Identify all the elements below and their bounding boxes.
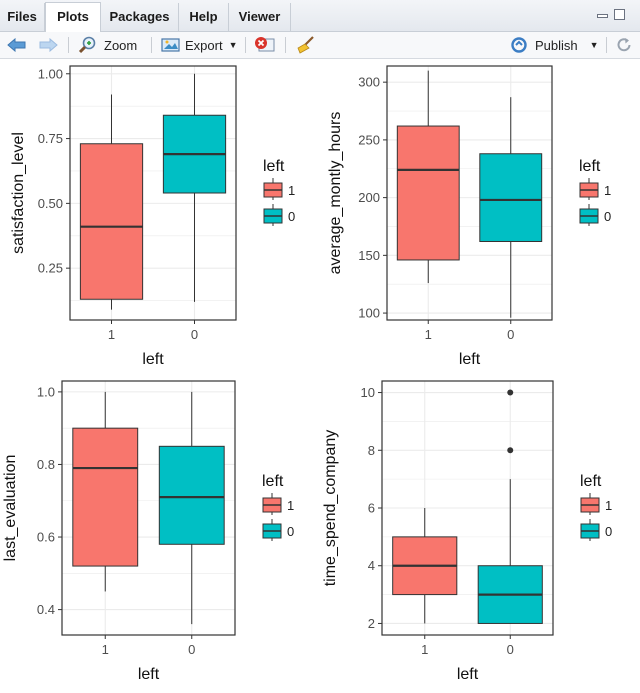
zoom-button[interactable]: Zoom <box>78 32 137 58</box>
zoom-icon <box>78 36 96 54</box>
legend-entry-label: 1 <box>604 183 611 198</box>
y-tick-label: 0.75 <box>38 131 63 146</box>
export-label: Export <box>185 37 223 53</box>
y-axis-title: time_spend_company <box>322 430 339 587</box>
legend-entry-label: 0 <box>605 524 612 539</box>
x-tick-label: 0 <box>188 642 195 657</box>
x-axis-title: left <box>142 351 164 368</box>
y-tick-label: 300 <box>358 75 380 90</box>
x-tick-label: 0 <box>507 327 514 342</box>
y-tick-label: 200 <box>358 190 380 205</box>
publish-icon <box>511 37 527 53</box>
plot-viewport: 0.25 0.50 0.75 1.00 1 0 left satisfaction_level… <box>0 59 640 688</box>
clear-broom-icon[interactable] <box>296 32 316 58</box>
y-tick-label: 6 <box>368 501 375 516</box>
y-axis-title: average_montly_hours <box>327 112 344 275</box>
chevron-down-icon: ▼ <box>589 40 599 50</box>
publish-label: Publish <box>535 37 578 53</box>
tab-viewer[interactable]: Viewer <box>229 3 291 32</box>
export-button[interactable]: Export ▼ <box>161 32 238 58</box>
y-tick-label: 100 <box>358 306 380 321</box>
y-tick-label: 150 <box>358 248 380 263</box>
y-tick-label: 0.4 <box>37 602 55 617</box>
x-axis-title: left <box>459 351 481 368</box>
y-tick-label: 0.50 <box>38 196 63 211</box>
y-tick-label: 1.00 <box>38 66 63 81</box>
legend-entry-label: 1 <box>287 498 294 513</box>
x-tick-label: 1 <box>421 642 428 657</box>
tab-packages[interactable]: Packages <box>101 3 179 32</box>
outlier-point <box>507 389 514 396</box>
publish-button[interactable]: Publish ▼ <box>509 32 599 58</box>
legend-entry-label: 1 <box>288 183 295 198</box>
legend-title: left <box>580 473 602 490</box>
box-left-0 <box>158 445 225 545</box>
tab-help[interactable]: Help <box>179 3 229 32</box>
refresh-icon[interactable] <box>615 32 633 58</box>
boxplot-grid: 0.250.500.751.001 0leftsatisfaction_level… <box>2 65 612 683</box>
y-tick-label: 0.6 <box>37 530 55 545</box>
legend-entry-label: 1 <box>605 498 612 513</box>
forward-arrow-icon[interactable] <box>38 32 58 58</box>
box-left-1 <box>79 143 144 300</box>
y-axis-title: last_evaluation <box>2 455 19 562</box>
legend-entry-label: 0 <box>288 209 295 224</box>
y-tick-label: 0.8 <box>37 457 55 472</box>
y-axis-title: satisfaction_level <box>10 132 27 254</box>
box-left-1 <box>72 427 139 567</box>
pane-tab-bar: Files Plots Packages Help Viewer <box>0 0 640 32</box>
outlier-point <box>507 447 514 454</box>
panel-border <box>69 65 237 321</box>
x-tick-label: 0 <box>507 642 514 657</box>
x-tick-label: 0 <box>191 327 198 342</box>
tab-plots[interactable]: Plots <box>45 2 101 32</box>
plots-toolbar: Zoom Export ▼ Publish ▼ <box>0 32 640 59</box>
y-tick-label: 0.25 <box>38 261 63 276</box>
box-left-1 <box>396 125 460 261</box>
maximize-pane-icon[interactable] <box>614 9 625 20</box>
legend-title: left <box>579 158 601 175</box>
remove-plot-icon[interactable] <box>254 32 276 58</box>
export-icon <box>161 38 180 52</box>
y-tick-label: 10 <box>361 385 375 400</box>
y-tick-label: 1.0 <box>37 384 55 399</box>
y-tick-label: 2 <box>368 616 375 631</box>
x-tick-label: 1 <box>425 327 432 342</box>
x-tick-label: 1 <box>108 327 115 342</box>
x-tick-label: 1 <box>102 642 109 657</box>
legend-title: left <box>262 473 284 490</box>
legend-entry-label: 0 <box>604 209 611 224</box>
legend-title: left <box>263 158 285 175</box>
zoom-label: Zoom <box>104 37 138 53</box>
x-axis-title: left <box>457 666 479 683</box>
panel-border <box>61 380 236 636</box>
tab-files[interactable]: Files <box>0 3 45 32</box>
panel-border <box>386 65 553 321</box>
y-tick-label: 8 <box>368 443 375 458</box>
box-left-0 <box>479 153 543 242</box>
chevron-down-icon: ▼ <box>228 40 238 50</box>
x-axis-title: left <box>138 666 160 683</box>
minimize-pane-icon[interactable] <box>597 9 608 20</box>
back-arrow-icon[interactable] <box>7 32 27 58</box>
y-tick-label: 250 <box>358 132 380 147</box>
legend-entry-label: 0 <box>287 524 294 539</box>
y-tick-label: 4 <box>368 558 375 573</box>
